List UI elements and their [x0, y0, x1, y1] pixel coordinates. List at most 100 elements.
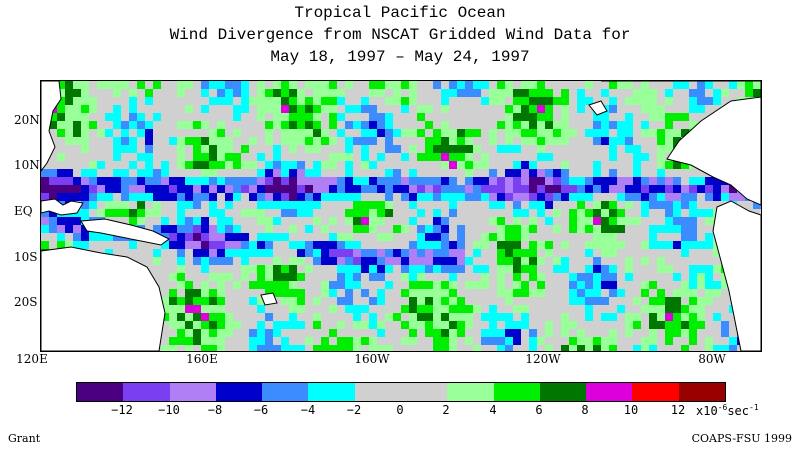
field-cell	[209, 241, 217, 249]
field-cell	[377, 153, 385, 161]
field-cell	[321, 185, 329, 193]
field-cell	[577, 89, 585, 97]
field-cell	[257, 89, 265, 97]
field-cell	[385, 113, 393, 121]
field-cell	[201, 233, 209, 241]
field-cell	[465, 153, 473, 161]
field-cell	[337, 337, 345, 345]
field-cell	[425, 225, 433, 233]
field-cell	[161, 297, 169, 305]
field-cell	[633, 145, 641, 153]
field-cell	[345, 265, 353, 273]
field-cell	[673, 297, 681, 305]
field-cell	[225, 249, 233, 257]
field-cell	[593, 273, 601, 281]
field-cell	[177, 321, 185, 329]
field-cell	[601, 201, 609, 209]
field-cell	[113, 81, 121, 89]
field-cell	[697, 209, 705, 217]
field-cell	[233, 161, 241, 169]
field-cell	[673, 185, 681, 193]
field-cell	[281, 321, 289, 329]
field-cell	[97, 161, 105, 169]
field-cell	[209, 161, 217, 169]
field-cell	[201, 257, 209, 265]
field-cell	[193, 153, 201, 161]
field-cell	[513, 97, 521, 105]
field-cell	[41, 209, 49, 217]
landmass-island-1	[588, 100, 608, 116]
field-cell	[601, 281, 609, 289]
field-cell	[457, 329, 465, 337]
field-cell	[105, 193, 113, 201]
colorbar-tick: 12	[670, 403, 686, 417]
field-cell	[433, 217, 441, 225]
field-cell	[329, 345, 337, 351]
field-cell	[457, 185, 465, 193]
field-cell	[721, 193, 729, 201]
field-cell	[497, 97, 505, 105]
field-cell	[185, 241, 193, 249]
field-cell	[153, 169, 161, 177]
field-cell	[273, 345, 281, 351]
field-cell	[513, 289, 521, 297]
field-cell	[57, 193, 65, 201]
field-cell	[137, 121, 145, 129]
field-cell	[257, 297, 265, 305]
field-cell	[169, 289, 177, 297]
field-cell	[449, 137, 457, 145]
field-cell	[713, 177, 721, 185]
field-cell	[537, 337, 545, 345]
field-cell	[513, 305, 521, 313]
field-cell	[377, 89, 385, 97]
field-cell	[521, 321, 529, 329]
field-cell	[721, 185, 729, 193]
field-cell	[201, 305, 209, 313]
field-cell	[561, 313, 569, 321]
field-cell	[297, 345, 305, 351]
colorbar-swatch	[678, 383, 725, 401]
field-cell	[505, 289, 513, 297]
field-cell	[361, 105, 369, 113]
field-cell	[249, 97, 257, 105]
field-cell	[665, 177, 673, 185]
field-cell	[537, 89, 545, 97]
field-cell	[337, 297, 345, 305]
footer-credit: COAPS-FSU 1999	[691, 432, 792, 445]
field-cell	[345, 161, 353, 169]
field-cell	[529, 225, 537, 233]
field-cell	[297, 273, 305, 281]
field-cell	[609, 313, 617, 321]
field-cell	[377, 289, 385, 297]
field-cell	[313, 201, 321, 209]
field-cell	[609, 265, 617, 273]
field-cell	[681, 281, 689, 289]
field-cell	[577, 97, 585, 105]
field-cell	[641, 281, 649, 289]
field-cell	[681, 241, 689, 249]
field-cell	[449, 337, 457, 345]
field-cell	[625, 265, 633, 273]
field-cell	[217, 233, 225, 241]
field-cell	[257, 345, 265, 351]
field-cell	[73, 113, 81, 121]
field-cell	[753, 89, 761, 97]
field-cell	[273, 161, 281, 169]
field-cell	[65, 169, 73, 177]
field-cell	[209, 321, 217, 329]
field-cell	[385, 313, 393, 321]
field-cell	[121, 81, 129, 89]
field-cell	[505, 313, 513, 321]
field-cell	[409, 201, 417, 209]
field-cell	[345, 345, 353, 351]
field-cell	[569, 297, 577, 305]
field-cell	[193, 137, 201, 145]
field-cell	[473, 177, 481, 185]
field-cell	[281, 281, 289, 289]
field-cell	[577, 337, 585, 345]
field-cell	[553, 129, 561, 137]
field-cell	[257, 321, 265, 329]
field-cell	[545, 153, 553, 161]
field-cell	[481, 265, 489, 273]
field-cell	[553, 209, 561, 217]
